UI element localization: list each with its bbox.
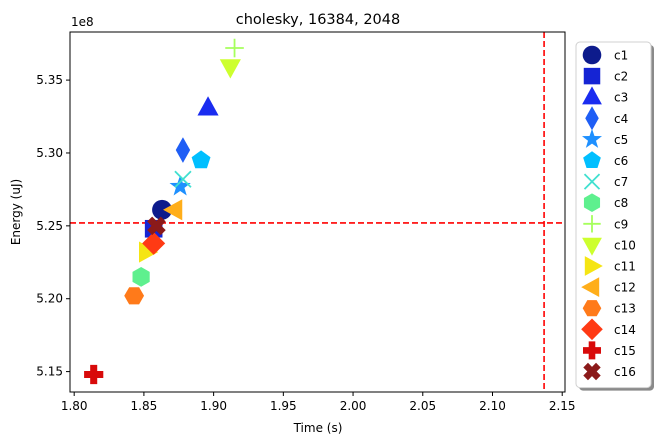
legend-label: c10 bbox=[614, 238, 636, 252]
legend-label: c14 bbox=[614, 323, 636, 337]
x-tick-label: 2.10 bbox=[479, 399, 506, 413]
legend-marker-c1 bbox=[582, 45, 602, 65]
data-point-c12 bbox=[163, 199, 183, 221]
data-point-c14 bbox=[142, 231, 166, 255]
x-tick-label: 1.95 bbox=[270, 399, 297, 413]
data-point-c10 bbox=[219, 59, 241, 79]
legend-marker-c10 bbox=[582, 237, 602, 256]
legend-marker-c13 bbox=[582, 300, 602, 317]
legend-marker-c5 bbox=[582, 128, 602, 148]
x-tick-label: 1.85 bbox=[131, 399, 158, 413]
legend-label: c15 bbox=[614, 344, 636, 358]
y-axis-offset-label: 1e8 bbox=[71, 15, 94, 29]
data-point-c4 bbox=[175, 137, 191, 163]
legend-label: c5 bbox=[614, 133, 628, 147]
legend-marker-c14 bbox=[581, 318, 603, 341]
y-axis: 5.15 5.20 5.25 5.30 5.35 bbox=[36, 73, 70, 379]
x-tick-label: 2.05 bbox=[409, 399, 436, 413]
x-axis-label: Time (s) bbox=[293, 421, 343, 435]
plot-frame bbox=[69, 31, 566, 393]
data-point-c9 bbox=[225, 38, 244, 58]
legend-label: c3 bbox=[614, 91, 628, 105]
legend-label: c4 bbox=[614, 112, 628, 126]
legend-marker-c9 bbox=[583, 215, 601, 233]
y-tick-label: 5.20 bbox=[36, 292, 63, 306]
data-point-c6 bbox=[191, 150, 211, 169]
x-tick-label: 2.15 bbox=[549, 399, 576, 413]
x-tick-label: 1.80 bbox=[61, 399, 88, 413]
plot-area bbox=[70, 32, 565, 392]
legend-marker-c8 bbox=[583, 193, 601, 212]
legend-marker-c6 bbox=[583, 151, 601, 169]
legend-marker-c11 bbox=[584, 256, 603, 276]
x-axis: 1.80 1.85 1.90 1.95 2.00 2.05 2.10 2.15 bbox=[61, 392, 576, 413]
data-point-c8 bbox=[132, 266, 150, 287]
legend-marker-c4 bbox=[585, 106, 599, 131]
legend-marker-c16 bbox=[583, 362, 601, 381]
legend-label: c2 bbox=[614, 70, 628, 84]
legend-label: c1 bbox=[614, 49, 628, 63]
y-tick-label: 5.15 bbox=[36, 365, 63, 379]
legend-label: c6 bbox=[614, 154, 628, 168]
y-tick-label: 5.30 bbox=[36, 146, 63, 160]
legend-marker-c7 bbox=[583, 173, 601, 190]
legend-label: c7 bbox=[614, 175, 628, 189]
legend-label: c9 bbox=[614, 217, 628, 231]
data-point-c13 bbox=[124, 287, 145, 305]
chart-title: cholesky, 16384, 2048 bbox=[236, 12, 400, 28]
data-point-c16 bbox=[147, 216, 166, 236]
legend-marker-c12 bbox=[581, 277, 600, 297]
y-tick-label: 5.25 bbox=[36, 219, 63, 233]
legend-marker-c2 bbox=[583, 67, 601, 85]
data-point-c3 bbox=[197, 96, 219, 116]
legend-marker-c3 bbox=[582, 86, 602, 105]
y-axis-label: Energy (uJ) bbox=[9, 179, 23, 245]
legend-label: c11 bbox=[614, 260, 636, 274]
legend: c1 c2 c3 c4 c5 c6 c7 c8 c9 c10 c11 c12 c13 c14 c15 c16 bbox=[575, 41, 654, 391]
legend-label: c8 bbox=[614, 196, 628, 210]
x-tick-label: 1.90 bbox=[200, 399, 227, 413]
legend-marker-c15 bbox=[583, 341, 601, 360]
data-point-c11 bbox=[139, 241, 159, 263]
legend-label: c16 bbox=[614, 365, 636, 379]
x-tick-label: 2.00 bbox=[340, 399, 367, 413]
y-tick-label: 5.35 bbox=[36, 73, 63, 87]
data-point-c1 bbox=[152, 199, 172, 220]
legend-label: c13 bbox=[614, 302, 636, 316]
data-point-c5 bbox=[169, 175, 191, 196]
legend-label: c12 bbox=[614, 281, 636, 295]
data-point-c15 bbox=[84, 364, 104, 385]
data-point-c7 bbox=[174, 170, 192, 188]
